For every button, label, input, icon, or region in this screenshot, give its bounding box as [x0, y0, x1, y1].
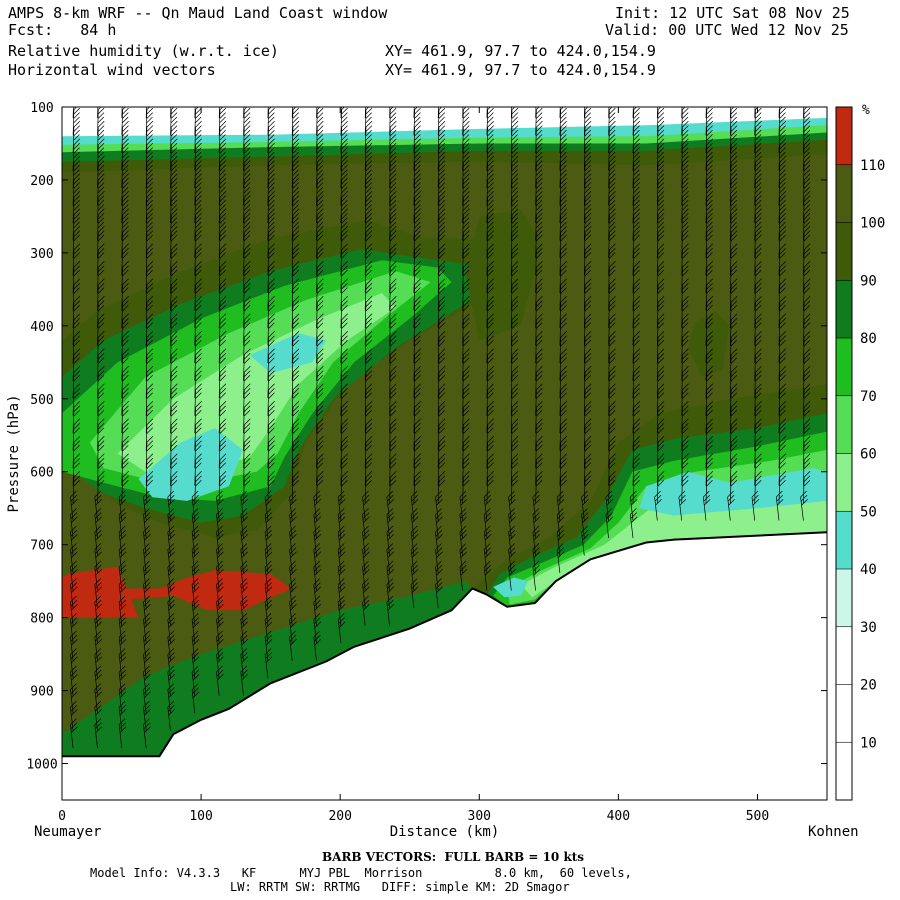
y-tick-label: 1000: [26, 758, 57, 773]
y-tick-label: 800: [30, 612, 53, 627]
colorbar-swatch: [836, 511, 852, 569]
colorbar-swatch: [836, 164, 852, 223]
colorbar-swatch: [836, 107, 852, 165]
colorbar-swatch: [836, 742, 852, 800]
y-tick-label: 500: [30, 393, 53, 408]
colorbar-swatch: [836, 338, 852, 396]
y-tick-label: 300: [30, 247, 53, 262]
forecast-hour: Fcst: 84 h: [8, 21, 117, 39]
cross-section-coords-2: XY= 461.9, 97.7 to 424.0,154.9: [385, 61, 656, 79]
x-tick-label: 100: [189, 809, 212, 824]
left-endpoint-label: Neumayer: [34, 824, 101, 840]
field-name-rh: Relative humidity (w.r.t. ice): [8, 42, 279, 60]
y-tick-label: 600: [30, 466, 53, 481]
terrain-mask: [62, 532, 827, 800]
terrain-line: [62, 531, 827, 758]
colorbar-swatch: [836, 395, 852, 454]
y-tick-label: 100: [30, 101, 53, 116]
x-tick-label: 400: [607, 809, 630, 824]
colorbar-label: 40: [860, 562, 877, 578]
colorbar-label: 90: [860, 273, 877, 289]
x-tick-label: 300: [468, 809, 491, 824]
rh-region-110: [117, 570, 292, 611]
colorbar-swatch: [836, 626, 852, 685]
valid-time: Valid: 00 UTC Wed 12 Nov 25: [605, 21, 849, 39]
colorbar-label: 80: [860, 331, 877, 347]
colorbar-swatch: [836, 684, 852, 743]
colorbar-swatch: [836, 569, 852, 627]
plot-frame: [61, 106, 828, 801]
cross-section-coords-1: XY= 461.9, 97.7 to 424.0,154.9: [385, 42, 656, 60]
x-axis-label: Distance (km): [390, 824, 500, 840]
x-tick-label: 500: [746, 809, 769, 824]
x-tick-label: 0: [58, 809, 66, 824]
y-tick-label: 700: [30, 539, 53, 554]
y-axis-label: Pressure (hPa): [6, 394, 22, 512]
right-endpoint-label: Kohnen: [808, 824, 859, 840]
plot-title: AMPS 8-km WRF -- Qn Maud Land Coast wind…: [8, 4, 388, 22]
y-tick-label: 400: [30, 320, 53, 335]
rh-region-50: [117, 293, 396, 472]
field-name-wind: Horizontal wind vectors: [8, 61, 216, 79]
colorbar-label: 100: [860, 216, 885, 232]
colorbar-unit: %: [862, 103, 870, 118]
model-info-line2: LW: RRTM SW: RRTMG DIFF: simple KM: 2D S…: [230, 880, 570, 894]
colorbar-label: 60: [860, 447, 877, 463]
x-tick-label: 200: [328, 809, 351, 824]
barb-legend-note: BARB VECTORS: FULL BARB = 10 kts: [322, 850, 585, 864]
init-time: Init: 12 UTC Sat 08 Nov 25: [615, 4, 850, 22]
colorbar-label: 70: [860, 389, 877, 405]
y-tick-label: 900: [30, 685, 53, 700]
colorbar-swatch: [836, 280, 852, 338]
y-tick-label: 200: [30, 174, 53, 189]
colorbar-label: 20: [860, 678, 877, 694]
colorbar-label: 110: [860, 158, 885, 174]
model-info-line1: Model Info: V4.3.3 KF MYJ PBL Morrison 8…: [90, 866, 632, 880]
colorbar-swatch: [836, 222, 852, 281]
colorbar-label: 30: [860, 620, 877, 636]
colorbar-swatch: [836, 453, 852, 512]
wind-barbs: [70, 107, 811, 749]
rh-region-90: [465, 209, 542, 341]
colorbar-label: 50: [860, 504, 877, 520]
colorbar-label: 10: [860, 735, 877, 751]
rh-region-40: [138, 428, 243, 501]
